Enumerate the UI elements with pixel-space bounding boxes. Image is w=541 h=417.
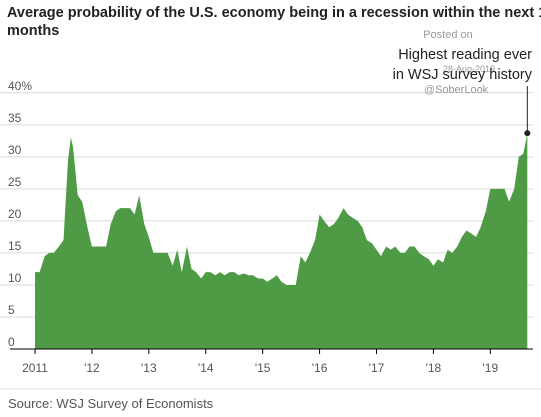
watermark-handle: @SoberLook [424,84,489,96]
x-tick-label: 2011 [22,361,48,375]
x-axis-ticks: 2011 '12 '13 '14 '15 '16 '17 '18 '19 [22,349,498,375]
y-tick-label: 15 [8,239,22,253]
y-tick-label: 25 [8,175,22,189]
x-tick-label: '14 [198,361,214,375]
watermark-posted-on: Posted on [423,29,473,41]
y-tick-label: 5 [8,303,15,317]
y-tick-label: 30 [8,143,22,157]
annotation-marker [524,130,531,137]
x-tick-label: '15 [255,361,271,375]
x-tick-label: '19 [482,361,498,375]
y-tick-label: 35 [8,111,22,125]
watermark-date: 28-Aug-2019 [443,64,495,74]
source-note: Source: WSJ Survey of Economists [8,396,214,411]
x-tick-label: '17 [369,361,385,375]
y-tick-label: 20 [8,207,22,221]
y-tick-label: 40% [8,79,32,93]
annotation-line-2: in WSJ survey history [393,67,533,83]
y-tick-label: 10 [8,271,22,285]
x-tick-label: '12 [84,361,100,375]
chart-title-line-1: Average probability of the U.S. economy … [7,5,541,21]
chart-title-line-2: months [7,23,59,39]
annotation-line-1: Highest reading ever [398,47,532,63]
x-tick-label: '13 [141,361,157,375]
x-tick-label: '16 [312,361,328,375]
x-tick-label: '18 [426,361,442,375]
probability-area [35,133,528,349]
y-axis-ticks: 0 5 10 15 20 25 30 35 40% [8,79,32,349]
y-tick-label: 0 [8,335,15,349]
